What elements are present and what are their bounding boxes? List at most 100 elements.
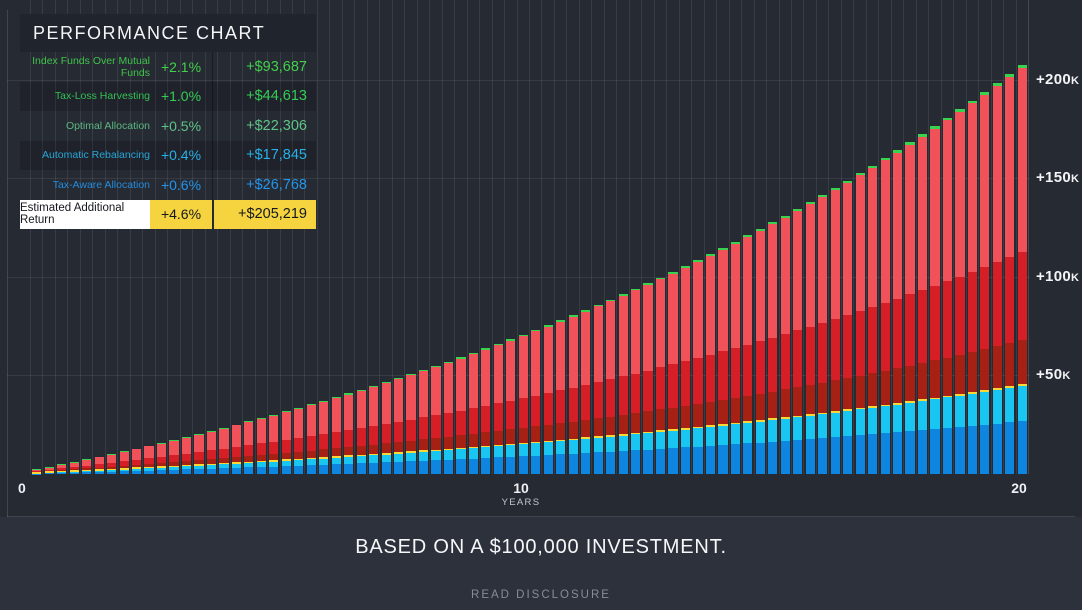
bar-segment-optimal-allocation xyxy=(793,387,803,416)
bar-segment-optimal-allocation xyxy=(119,465,129,468)
bar-segment-automatic-rebalancing xyxy=(281,460,291,467)
bar-segment-tax-loss-harvesting xyxy=(1005,257,1015,344)
bar-segment-automatic-rebalancing xyxy=(917,401,928,431)
bar-segment-tax-aware-allocation xyxy=(69,472,79,474)
bar-segment-automatic-rebalancing xyxy=(942,397,953,429)
bar-segment-index-funds-over-mutual-funds xyxy=(468,354,478,409)
bar-segment-tax-loss-harvesting xyxy=(481,405,491,433)
bar-green-cap xyxy=(493,343,503,346)
stacked-bar-year-2.25 xyxy=(132,448,142,474)
bar-yellow-divider xyxy=(568,438,578,441)
bar-segment-index-funds-over-mutual-funds xyxy=(980,94,990,268)
bar-yellow-divider xyxy=(755,419,765,422)
stacked-bar-year-19.25 xyxy=(980,91,990,474)
stacked-bar-year-13.75 xyxy=(705,254,716,474)
bar-yellow-divider xyxy=(431,449,441,452)
bar-segment-tax-aware-allocation xyxy=(1017,421,1027,474)
bar-yellow-divider xyxy=(606,435,616,437)
vertical-gridline xyxy=(890,0,892,474)
bar-segment-tax-aware-allocation xyxy=(581,453,591,474)
bar-segment-index-funds-over-mutual-funds xyxy=(431,367,441,416)
bar-segment-tax-loss-harvesting xyxy=(618,376,628,415)
bar-segment-tax-aware-allocation xyxy=(356,463,366,474)
bar-green-cap xyxy=(680,266,691,268)
bar-segment-index-funds-over-mutual-funds xyxy=(481,349,491,406)
bar-segment-tax-loss-harvesting xyxy=(880,302,890,371)
bar-green-cap xyxy=(818,194,828,198)
bar-yellow-divider xyxy=(418,450,429,452)
bar-segment-index-funds-over-mutual-funds xyxy=(456,358,466,411)
bar-segment-optimal-allocation xyxy=(855,375,865,408)
bar-segment-index-funds-over-mutual-funds xyxy=(967,103,978,272)
bar-segment-tax-aware-allocation xyxy=(593,452,603,474)
bar-segment-optimal-allocation xyxy=(593,418,603,437)
bar-green-cap xyxy=(805,201,815,205)
stacked-bar-year-4.5 xyxy=(244,421,254,474)
bar-green-cap xyxy=(830,187,840,191)
vertical-gridline xyxy=(628,0,630,474)
bar-green-cap xyxy=(855,173,865,176)
vertical-gridline xyxy=(865,0,867,474)
bar-segment-optimal-allocation xyxy=(194,460,204,465)
stacked-bar-year-8.5 xyxy=(443,361,454,474)
read-disclosure-link[interactable]: READ DISCLOSURE xyxy=(471,589,611,601)
bar-segment-index-funds-over-mutual-funds xyxy=(780,217,790,335)
bar-segment-index-funds-over-mutual-funds xyxy=(755,230,765,342)
vertical-gridline xyxy=(204,0,206,474)
y-axis-tick-50k: +50k xyxy=(1036,366,1071,383)
bar-segment-tax-aware-allocation xyxy=(855,435,865,474)
vertical-gridline xyxy=(267,0,269,474)
bar-segment-tax-aware-allocation xyxy=(393,461,404,474)
bar-yellow-divider xyxy=(655,430,666,433)
bar-segment-tax-loss-harvesting xyxy=(818,322,828,383)
total-amount: +$205,219 xyxy=(212,199,316,229)
stacked-bar-year-13 xyxy=(668,271,678,474)
bar-segment-optimal-allocation xyxy=(818,382,828,413)
x-axis-tick-20: 20 xyxy=(1011,480,1027,496)
bar-segment-index-funds-over-mutual-funds xyxy=(256,419,266,444)
vertical-gridline xyxy=(154,0,156,474)
stacked-bar-year-10.75 xyxy=(556,320,566,474)
bar-yellow-divider xyxy=(556,439,566,442)
stacked-bar-year-14.5 xyxy=(743,235,753,474)
bar-segment-tax-aware-allocation xyxy=(905,431,915,474)
bar-segment-optimal-allocation xyxy=(456,435,466,448)
bar-segment-optimal-allocation xyxy=(905,365,915,402)
stacked-bar-year-11.5 xyxy=(593,304,603,474)
bar-segment-tax-aware-allocation xyxy=(493,457,503,474)
bar-green-cap xyxy=(82,459,92,460)
vertical-gridline xyxy=(67,0,69,474)
bar-segment-optimal-allocation xyxy=(393,442,404,453)
vertical-gridline xyxy=(129,0,131,474)
bar-segment-tax-aware-allocation xyxy=(531,455,541,474)
bar-green-cap xyxy=(169,439,179,441)
bar-segment-tax-loss-harvesting xyxy=(631,373,641,414)
bar-green-cap xyxy=(356,389,366,391)
vertical-gridline xyxy=(953,0,955,474)
bar-yellow-divider xyxy=(905,401,915,403)
x-axis-tick-0: 0 xyxy=(18,480,26,496)
vertical-gridline xyxy=(940,0,942,474)
vertical-gridline xyxy=(42,0,44,474)
bar-yellow-divider xyxy=(269,460,279,462)
bar-segment-tax-loss-harvesting xyxy=(169,455,179,463)
bar-segment-tax-aware-allocation xyxy=(481,458,491,474)
vertical-gridline xyxy=(666,0,668,474)
bar-green-cap xyxy=(568,315,578,317)
bar-yellow-divider xyxy=(406,451,416,453)
x-axis-tick-10: 10 xyxy=(513,480,529,496)
bar-segment-index-funds-over-mutual-funds xyxy=(955,112,965,277)
bar-segment-index-funds-over-mutual-funds xyxy=(32,470,42,472)
vertical-gridline xyxy=(229,0,231,474)
bar-segment-tax-aware-allocation xyxy=(1005,422,1015,474)
bar-yellow-divider xyxy=(880,404,890,407)
bar-segment-tax-loss-harvesting xyxy=(219,448,229,459)
investment-note: BASED ON A $100,000 INVESTMENT. xyxy=(355,536,727,558)
bar-segment-index-funds-over-mutual-funds xyxy=(892,152,903,299)
vertical-gridline xyxy=(167,0,169,474)
bar-segment-tax-aware-allocation xyxy=(344,463,354,474)
bar-yellow-divider xyxy=(44,471,54,473)
vertical-gridline xyxy=(703,0,705,474)
bar-yellow-divider xyxy=(818,412,828,415)
bar-green-cap xyxy=(743,235,753,238)
